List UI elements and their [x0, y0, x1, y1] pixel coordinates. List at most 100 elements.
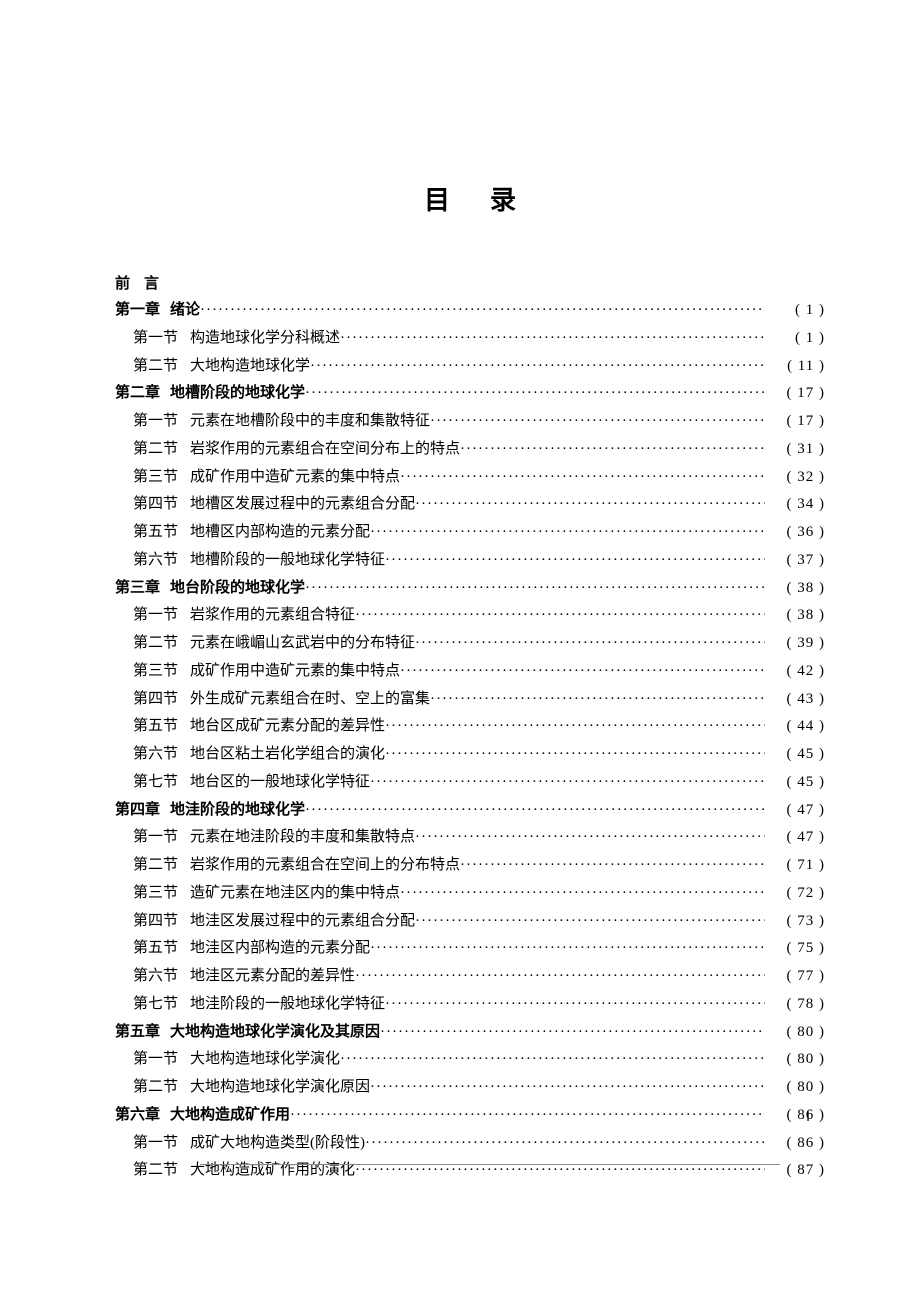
- toc-entry-text: 地槽区内部构造的元素分配: [190, 519, 370, 547]
- toc-section-row: 第三节造矿元素在地洼区内的集中特点( 72 ): [115, 880, 825, 908]
- toc-leader-dots: [430, 408, 765, 436]
- toc-leader-dots: [355, 602, 765, 630]
- toc-entry-page: ( 77 ): [765, 963, 825, 991]
- toc-entry-page: ( 78 ): [765, 991, 825, 1019]
- toc-entry-page: ( 36 ): [765, 519, 825, 547]
- toc-entry-label: 第五节: [133, 519, 178, 547]
- toc-entry-text: 成矿作用中造矿元素的集中特点: [190, 658, 400, 686]
- toc-entry-label: 第三节: [133, 464, 178, 492]
- toc-leader-dots: [370, 519, 765, 547]
- toc-entry-page: ( 87 ): [765, 1157, 825, 1185]
- toc-entry-page: ( 17 ): [765, 408, 825, 436]
- toc-entry-text: 地槽区发展过程中的元素组合分配: [190, 491, 415, 519]
- toc-leader-dots: [415, 630, 765, 658]
- toc-entry-text: 地槽阶段的一般地球化学特征: [190, 547, 385, 575]
- toc-leader-dots: [400, 658, 765, 686]
- toc-entry-page: ( 47 ): [765, 797, 825, 825]
- toc-entry-text: 地洼区发展过程中的元素组合分配: [190, 908, 415, 936]
- toc-leader-dots: [340, 1046, 765, 1074]
- toc-leader-dots: [385, 741, 765, 769]
- toc-leader-dots: [340, 325, 765, 353]
- toc-entry-page: ( 71 ): [765, 852, 825, 880]
- toc-leader-dots: [385, 991, 765, 1019]
- toc-entry-text: 地台区的一般地球化学特征: [190, 769, 370, 797]
- toc-entry-label: 第四节: [133, 491, 178, 519]
- toc-section-row: 第一节元素在地槽阶段中的丰度和集散特征 ( 17 ): [115, 408, 825, 436]
- toc-leader-dots: [355, 1157, 765, 1185]
- toc-entry-text: 成矿作用中造矿元素的集中特点: [190, 464, 400, 492]
- toc-entry-label: 第六节: [133, 963, 178, 991]
- toc-section-row: 第一节构造地球化学分科概述( 1 ): [115, 325, 825, 353]
- toc-entry-page: ( 11 ): [765, 353, 825, 381]
- toc-section-row: 第三节成矿作用中造矿元素的集中特点( 42 ): [115, 658, 825, 686]
- toc-entry-page: ( 45 ): [765, 741, 825, 769]
- toc-section-row: 第二节元素在峨嵋山玄武岩中的分布特征( 39 ): [115, 630, 825, 658]
- toc-entry-text: 大地构造地球化学演化: [190, 1046, 340, 1074]
- toc-entry-label: 第二节: [133, 1074, 178, 1102]
- toc-leader-dots: [370, 935, 765, 963]
- toc-entry-page: ( 47 ): [765, 824, 825, 852]
- toc-leader-dots: [290, 1102, 765, 1130]
- toc-entry-label: 第一章: [115, 297, 160, 325]
- toc-entry-text: 元素在地槽阶段中的丰度和集散特征: [190, 408, 430, 436]
- toc-entry-label: 第一节: [133, 325, 178, 353]
- toc-entry-text: 外生成矿元素组合在时、空上的富集: [190, 686, 430, 714]
- toc-entry-label: 第四章: [115, 797, 160, 825]
- toc-section-row: 第六节地槽阶段的一般地球化学特征 ( 37 ): [115, 547, 825, 575]
- toc-section-row: 第一节元素在地洼阶段的丰度和集散特点( 47 ): [115, 824, 825, 852]
- toc-entry-label: 第二节: [133, 1157, 178, 1185]
- toc-chapter-row: 第四章地洼阶段的地球化学( 47 ): [115, 797, 825, 825]
- toc-entry-text: 地台阶段的地球化学: [170, 575, 305, 603]
- toc-entry-page: ( 45 ): [765, 769, 825, 797]
- toc-entry-label: 第二节: [133, 630, 178, 658]
- toc-leader-dots: [415, 491, 765, 519]
- toc-entry-text: 地洼区元素分配的差异性: [190, 963, 355, 991]
- toc-chapter-row: 第五章大地构造地球化学演化及其原因( 80 ): [115, 1019, 825, 1047]
- toc-entry-text: 地台区成矿元素分配的差异性: [190, 713, 385, 741]
- toc-leader-dots: [415, 824, 765, 852]
- toc-chapter-row: 第三章地台阶段的地球化学( 38 ): [115, 575, 825, 603]
- toc-section-row: 第四节地槽区发展过程中的元素组合分配( 34 ): [115, 491, 825, 519]
- toc-entry-text: 造矿元素在地洼区内的集中特点: [190, 880, 400, 908]
- toc-section-row: 第七节地台区的一般地球化学特征( 45 ): [115, 769, 825, 797]
- toc-section-row: 第一节岩浆作用的元素组合特征( 38 ): [115, 602, 825, 630]
- toc-leader-dots: [305, 797, 765, 825]
- toc-entry-page: ( 75 ): [765, 935, 825, 963]
- toc-leader-dots: [365, 1130, 765, 1158]
- toc-entry-label: 第六章: [115, 1102, 160, 1130]
- toc-leader-dots: [370, 769, 765, 797]
- toc-entry-page: ( 39 ): [765, 630, 825, 658]
- toc-entry-label: 第四节: [133, 686, 178, 714]
- toc-leader-dots: [415, 908, 765, 936]
- toc-entry-page: ( 37 ): [765, 547, 825, 575]
- page-title: 目录: [115, 180, 825, 217]
- toc-entry-text: 大地构造成矿作用: [170, 1102, 290, 1130]
- toc-list: 第一章绪论( 1 )第一节构造地球化学分科概述( 1 )第二节大地构造地球化学(…: [115, 297, 825, 1185]
- toc-entry-text: 构造地球化学分科概述: [190, 325, 340, 353]
- toc-entry-page: ( 72 ): [765, 880, 825, 908]
- toc-entry-text: 岩浆作用的元素组合特征: [190, 602, 355, 630]
- footer-divider: [200, 1164, 780, 1165]
- toc-entry-label: 第二节: [133, 353, 178, 381]
- toc-section-row: 第六节地台区粘土岩化学组合的演化( 45 ): [115, 741, 825, 769]
- toc-entry-label: 第七节: [133, 991, 178, 1019]
- toc-entry-label: 第二章: [115, 380, 160, 408]
- preface-label: 前言: [115, 272, 825, 293]
- toc-entry-page: ( 38 ): [765, 602, 825, 630]
- toc-leader-dots: [460, 852, 765, 880]
- toc-section-row: 第三节成矿作用中造矿元素的集中特点( 32 ): [115, 464, 825, 492]
- toc-entry-label: 第一节: [133, 408, 178, 436]
- toc-entry-text: 大地构造地球化学: [190, 353, 310, 381]
- toc-leader-dots: [310, 353, 765, 381]
- toc-leader-dots: [430, 686, 765, 714]
- toc-section-row: 第六节地洼区元素分配的差异性 ( 77 ): [115, 963, 825, 991]
- toc-chapter-row: 第一章绪论( 1 ): [115, 297, 825, 325]
- toc-entry-label: 第三节: [133, 658, 178, 686]
- toc-entry-label: 第六节: [133, 547, 178, 575]
- page-number-marker: Ⅰ: [806, 1109, 810, 1125]
- toc-entry-text: 大地构造地球化学演化及其原因: [170, 1019, 380, 1047]
- toc-leader-dots: [305, 380, 765, 408]
- toc-entry-label: 第五节: [133, 713, 178, 741]
- toc-entry-label: 第一节: [133, 1130, 178, 1158]
- toc-entry-page: ( 73 ): [765, 908, 825, 936]
